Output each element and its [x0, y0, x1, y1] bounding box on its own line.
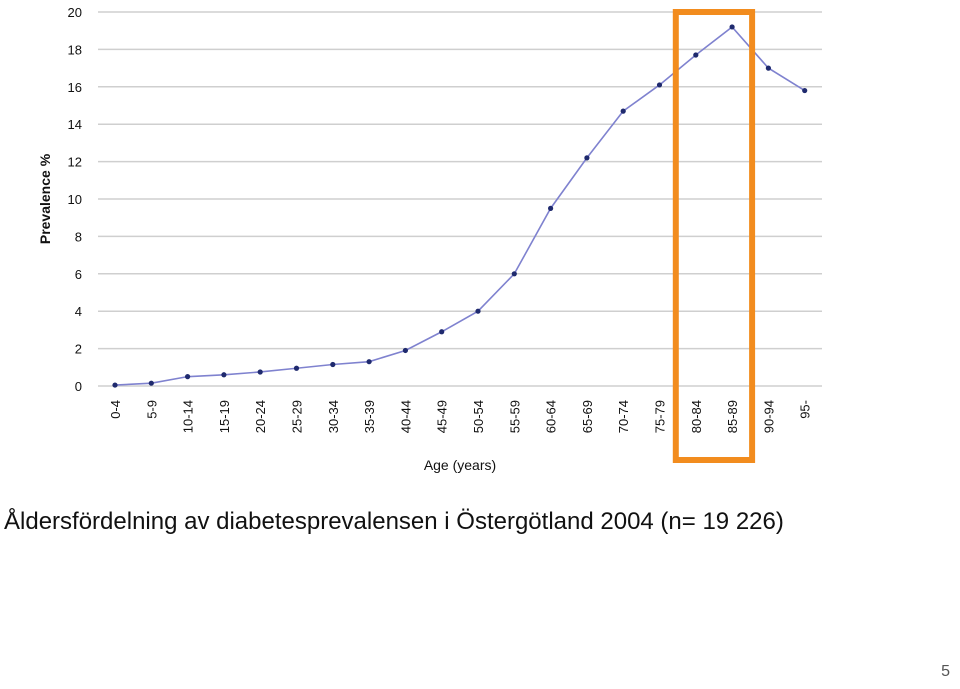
- data-point: [439, 329, 445, 335]
- data-point: [148, 380, 154, 386]
- y-tick-label: 16: [68, 80, 82, 95]
- y-tick-label: 14: [68, 117, 82, 132]
- x-tick-label: 55-59: [507, 400, 522, 433]
- x-tick-label: 0-4: [108, 400, 123, 419]
- data-point: [330, 361, 336, 368]
- y-tick-label: 20: [68, 5, 82, 20]
- x-tick-label: 50-54: [471, 400, 486, 433]
- highlight-box: [672, 9, 756, 463]
- data-point: [293, 365, 300, 371]
- x-axis-label: Age (years): [424, 457, 496, 473]
- y-tick-label: 18: [68, 42, 82, 57]
- data-point: [112, 382, 118, 388]
- y-tick-label: 0: [75, 379, 82, 394]
- y-tick-label: 6: [75, 267, 82, 282]
- x-tick-label: 95-: [798, 400, 813, 419]
- x-tick-label: 40-44: [398, 400, 413, 433]
- series-line: [114, 25, 806, 386]
- x-tick-label: 75-79: [653, 400, 668, 433]
- data-point: [620, 108, 626, 114]
- series-group: [112, 24, 808, 388]
- data-point: [475, 308, 481, 314]
- x-tick-label: 65-69: [580, 400, 595, 433]
- x-tick-label: 60-64: [544, 400, 559, 433]
- data-point: [656, 82, 663, 88]
- x-tick-label: 5-9: [144, 400, 159, 419]
- y-tick-label: 4: [75, 304, 82, 319]
- x-tick-label: 10-14: [181, 400, 196, 433]
- x-tick-label: 85-89: [725, 400, 740, 433]
- x-tick-label: 20-24: [253, 400, 268, 433]
- data-point: [729, 24, 735, 30]
- y-tick-label: 10: [68, 192, 82, 207]
- data-point: [221, 372, 227, 378]
- data-point: [366, 359, 372, 365]
- data-point: [185, 374, 191, 380]
- y-axis-label: Prevalence %: [37, 153, 53, 244]
- data-point: [511, 271, 517, 277]
- x-tick-label: 35-39: [362, 400, 377, 433]
- data-point: [693, 52, 699, 58]
- grid-lines: [98, 11, 822, 387]
- data-point: [402, 347, 408, 354]
- x-tick-label: 80-84: [689, 400, 704, 433]
- x-tick-label: 70-74: [616, 400, 631, 433]
- slide-number: 5: [941, 663, 950, 680]
- chart-caption: Åldersfördelning av diabetesprevalensen …: [4, 508, 784, 535]
- x-tick-label: 15-19: [217, 400, 232, 433]
- data-point: [802, 87, 808, 94]
- x-tick-label: 45-49: [435, 400, 450, 433]
- y-axis-ticks: 0 2 4 6 8 10 12 14 16 18 20: [68, 5, 82, 394]
- x-axis-ticks: 0-4 5-9 10-14 15-19 20-24 25-29 30-34 35-39 40-4…: [108, 400, 813, 433]
- line-chart: 0 2 4 6 8 10 12 14 16 18 20 0-4 5-9 10-14 15-19 20-24 2…: [37, 5, 822, 473]
- data-point: [548, 205, 554, 211]
- x-tick-label: 30-34: [326, 400, 341, 433]
- x-tick-label: 25-29: [290, 400, 305, 433]
- x-tick-label: 90-94: [761, 400, 776, 433]
- data-point: [584, 155, 590, 161]
- data-point: [257, 369, 263, 375]
- y-tick-label: 8: [75, 229, 82, 244]
- y-tick-label: 12: [68, 155, 82, 170]
- data-point: [765, 65, 772, 71]
- y-tick-label: 2: [75, 342, 82, 357]
- highlight-group: [672, 9, 756, 463]
